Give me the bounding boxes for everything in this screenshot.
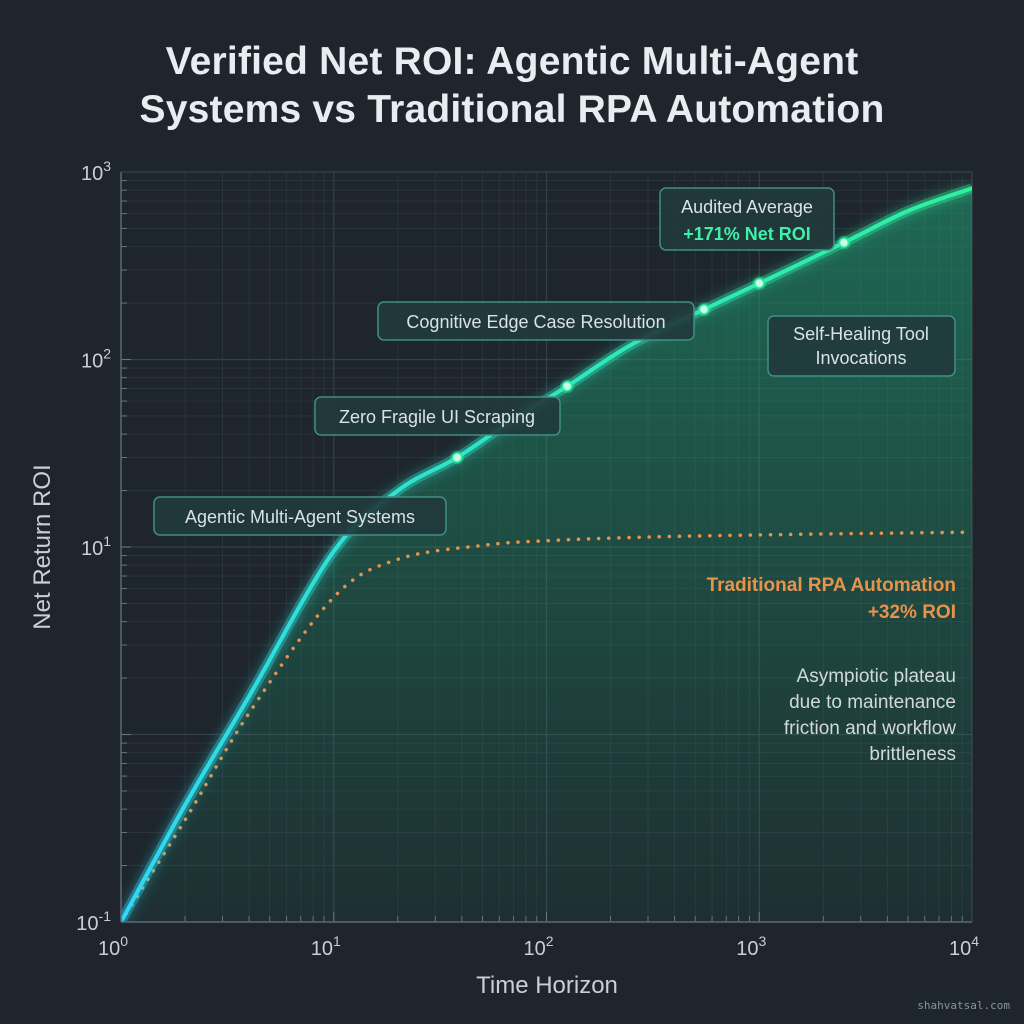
callout-zero-fragile: Zero Fragile UI Scraping (314, 396, 561, 436)
y-tick-label: 10-1 (76, 908, 111, 935)
rpa-note-line2: due to maintenance (789, 692, 956, 713)
callout-cognitive-edge: Cognitive Edge Case Resolution (377, 301, 695, 341)
agentic-marker (838, 237, 850, 248)
agentic-marker (754, 278, 765, 289)
callout-zero-fragile-text: Zero Fragile UI Scraping (339, 407, 535, 427)
y-axis-label: Net Return ROI (29, 464, 56, 629)
x-tick-label: 102 (523, 933, 553, 960)
tick-labels: 100 101 102 103 104 10-1 101 102 103 (76, 158, 979, 960)
callout-cognitive-edge-text: Cognitive Edge Case Resolution (406, 312, 665, 332)
x-tick-label: 103 (736, 933, 766, 960)
chart-title: Verified Net ROI: Agentic Multi-Agent Sy… (0, 38, 1024, 134)
axes (120, 172, 972, 923)
callout-agentic-multi-agent: Agentic Multi-Agent Systems (153, 496, 447, 536)
watermark: shahvatsal.com (917, 999, 1010, 1012)
x-tick-label: 100 (98, 933, 128, 960)
y-tick-label: 102 (81, 346, 111, 373)
rpa-label-line2: +32% ROI (868, 602, 956, 623)
callout-audited-average: Audited Average +171% Net ROI (659, 187, 835, 251)
agentic-area-fill (121, 188, 972, 922)
callout-audited-average-line1: Audited Average (681, 197, 813, 217)
agentic-marker (451, 452, 463, 463)
callout-agentic-multi-agent-text: Agentic Multi-Agent Systems (185, 507, 415, 527)
y-tick-label: 103 (81, 158, 111, 185)
callout-self-healing-line2: Invocations (815, 348, 906, 368)
callout-self-healing: Self-Healing Tool Invocations (767, 315, 956, 377)
x-tick-label: 104 (949, 933, 979, 960)
callout-audited-average-line2: +171% Net ROI (683, 224, 811, 244)
chart-title-line-1: Verified Net ROI: Agentic Multi-Agent (165, 40, 859, 83)
x-axis-label: Time Horizon (476, 972, 618, 999)
rpa-note-line3: friction and workflow (784, 718, 956, 739)
x-tick-label: 101 (311, 933, 341, 960)
chart-title-line-2: Systems vs Traditional RPA Automation (139, 88, 885, 131)
agentic-marker (698, 304, 710, 315)
y-tick-label: 101 (81, 533, 111, 560)
agentic-markers (450, 235, 851, 465)
rpa-note-line4: brittleness (869, 744, 956, 765)
callout-self-healing-line1: Self-Healing Tool (793, 324, 929, 344)
rpa-label-line1: Traditional RPA Automation (707, 575, 956, 596)
agentic-marker (561, 381, 573, 392)
rpa-note-line1: Asympiotic plateau (797, 666, 956, 687)
